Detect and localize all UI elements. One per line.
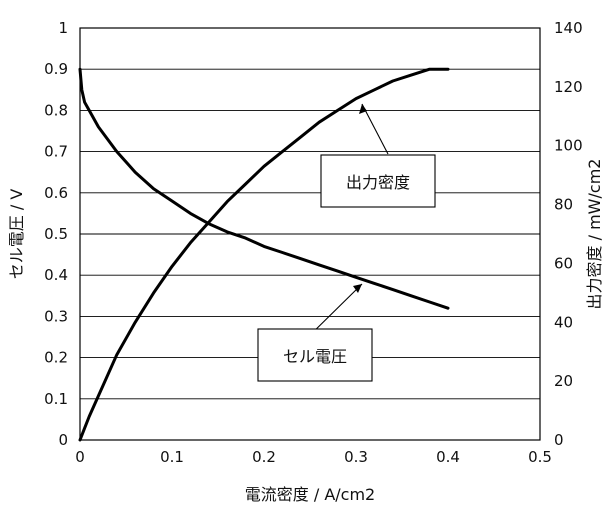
y-right-tick-label: 0: [554, 431, 564, 449]
y-left-tick-label: 0.1: [44, 390, 68, 408]
x-axis-label: 電流密度 / A/cm2: [245, 485, 375, 504]
power-callout-label: 出力密度: [346, 173, 410, 192]
power-density-series-line: [80, 69, 448, 440]
y-right-tick-label: 20: [554, 372, 573, 390]
y-left-tick-label: 0.8: [44, 101, 68, 119]
y-right-tick-label: 60: [554, 254, 573, 272]
y-left-tick-label: 0.2: [44, 349, 68, 367]
y-left-tick-label: 1: [58, 19, 68, 37]
y-left-tick-label: 0.6: [44, 184, 68, 202]
y-left-tick-label: 0.9: [44, 60, 68, 78]
y-right-tick-label: 120: [554, 78, 583, 96]
x-tick-label: 0: [75, 448, 85, 466]
x-tick-label: 0.4: [436, 448, 460, 466]
y-left-axis-label: セル電圧 / V: [7, 189, 26, 280]
y-left-tick-label: 0.4: [44, 266, 68, 284]
y-left-tick-label: 0.5: [44, 225, 68, 243]
y-left-tick-label: 0.7: [44, 143, 68, 161]
y-right-tick-label: 80: [554, 196, 573, 214]
y-left-tick-label: 0.3: [44, 307, 68, 325]
x-tick-label: 0.1: [160, 448, 184, 466]
x-tick-label: 0.2: [252, 448, 276, 466]
power-callout-arrow-line: [362, 104, 388, 154]
y-right-tick-label: 140: [554, 19, 583, 37]
y-right-tick-label: 100: [554, 137, 583, 155]
y-left-tick-label: 0: [58, 431, 68, 449]
power-callout-arrowhead: [359, 104, 367, 114]
voltage-callout-label: セル電圧: [283, 347, 347, 366]
x-tick-label: 0.3: [344, 448, 368, 466]
x-tick-label: 0.5: [528, 448, 552, 466]
y-right-tick-label: 40: [554, 313, 573, 331]
series-layer: [80, 69, 448, 440]
y-right-axis-label: 出力密度 / mW/cm2: [585, 159, 604, 310]
